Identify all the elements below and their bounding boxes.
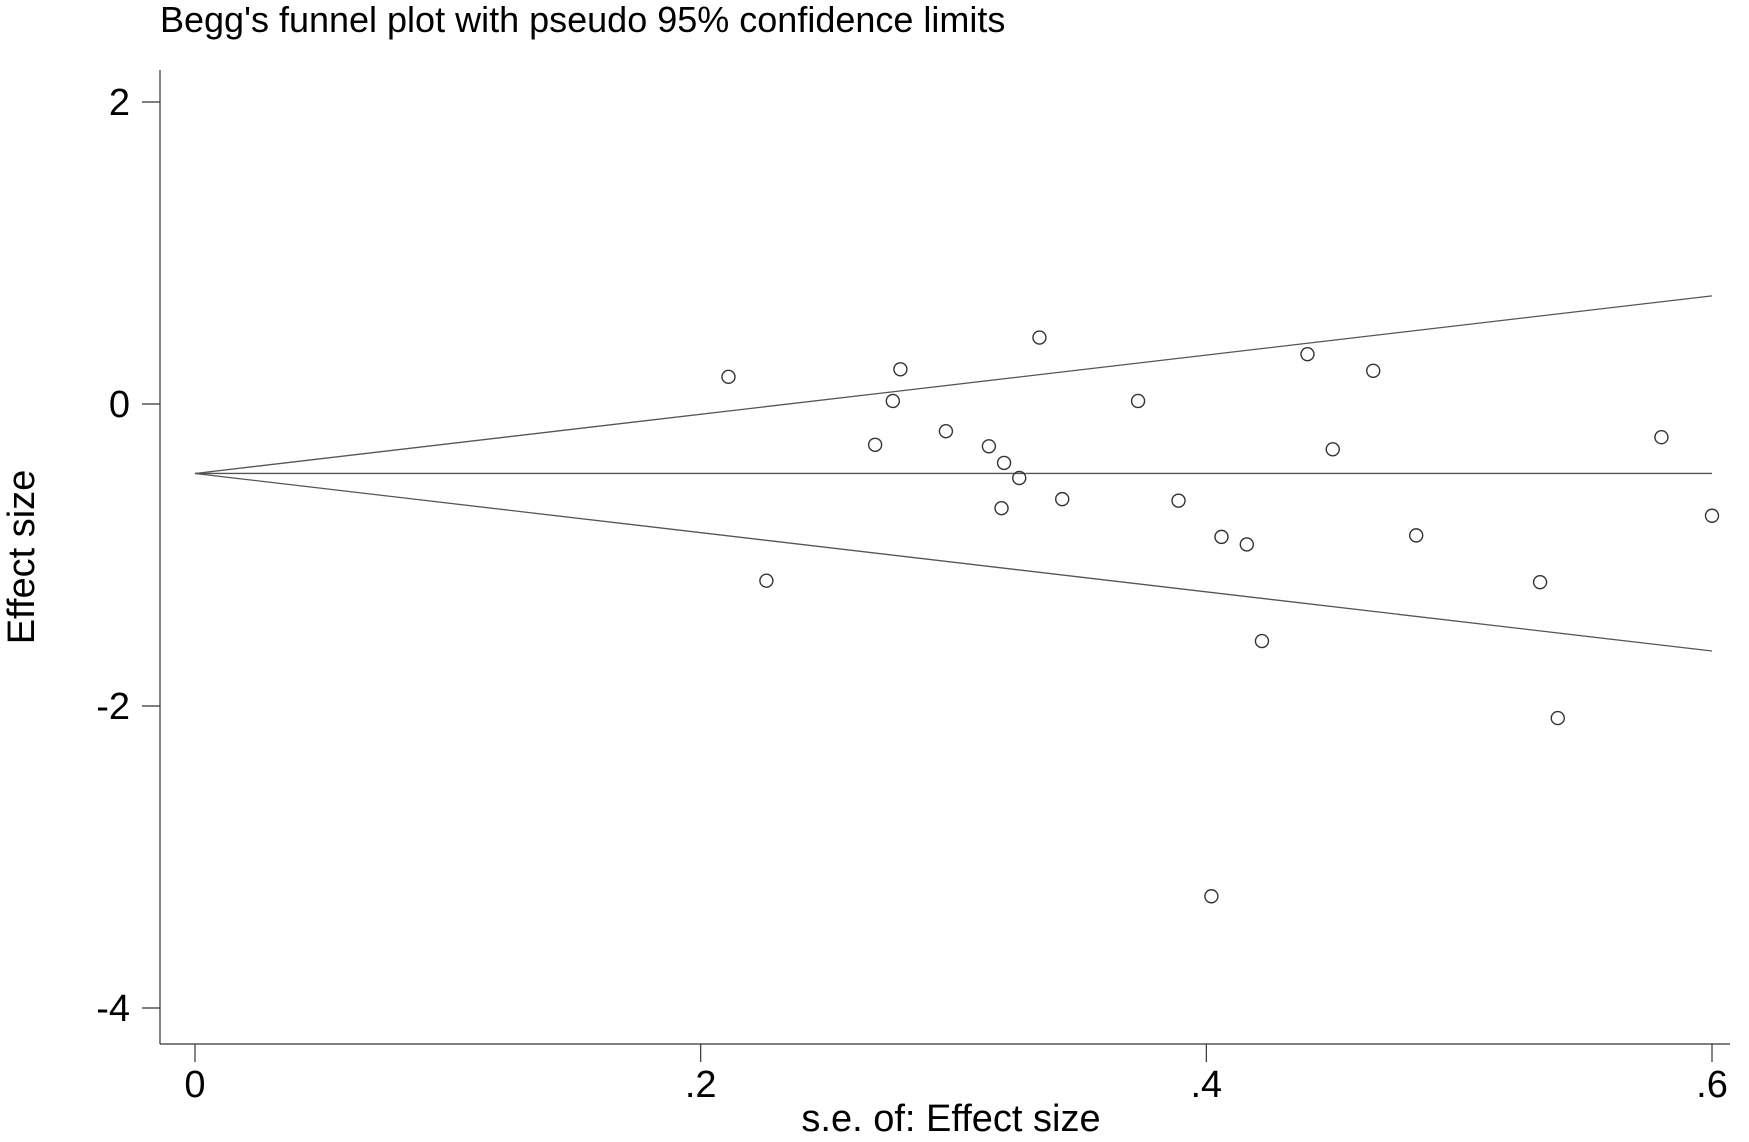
study-point (981, 439, 997, 454)
study-point (1300, 346, 1315, 362)
data-points (721, 330, 1720, 904)
study-point (759, 573, 774, 588)
y-tick-label: 0 (109, 384, 130, 426)
study-point (893, 362, 908, 377)
study-point (1408, 528, 1424, 543)
lower-confidence-limit-line (194, 472, 1713, 652)
x-axis-title: s.e. of: Effect size (801, 1098, 1100, 1140)
study-point (996, 455, 1012, 471)
axes: 2 0 -2 -4 0 .2 .4 .6 (96, 70, 1730, 1106)
x-tick-label: .6 (1696, 1064, 1728, 1106)
x-tick-label: .2 (685, 1064, 717, 1106)
study-point (1204, 889, 1219, 904)
study-point (1532, 574, 1548, 590)
x-tick-label: .4 (1190, 1064, 1222, 1106)
x-tick-label: 0 (184, 1064, 205, 1106)
study-point (938, 423, 954, 439)
reference-lines (194, 295, 1713, 652)
study-point (1130, 393, 1146, 409)
study-point (1171, 493, 1186, 508)
study-point (1055, 491, 1070, 507)
study-point (1239, 537, 1254, 552)
study-point (721, 369, 736, 385)
study-point (1254, 633, 1270, 649)
upper-confidence-limit-line (194, 295, 1713, 475)
study-point (994, 500, 1009, 516)
y-axis-title: Effect size (1, 470, 43, 645)
study-point (1550, 710, 1565, 726)
study-point (1366, 363, 1381, 378)
y-tick-label: -2 (96, 686, 130, 728)
study-point (885, 393, 901, 409)
study-point (1654, 430, 1669, 445)
study-point (1032, 330, 1047, 345)
y-tick-label: -4 (96, 988, 130, 1030)
study-point (1012, 470, 1027, 486)
y-tick-label: 2 (109, 82, 130, 124)
study-point (1704, 508, 1720, 523)
study-point (1214, 529, 1229, 545)
study-point (867, 437, 883, 452)
study-point (1325, 442, 1340, 457)
plot-title: Begg's funnel plot with pseudo 95% confi… (160, 0, 1005, 40)
